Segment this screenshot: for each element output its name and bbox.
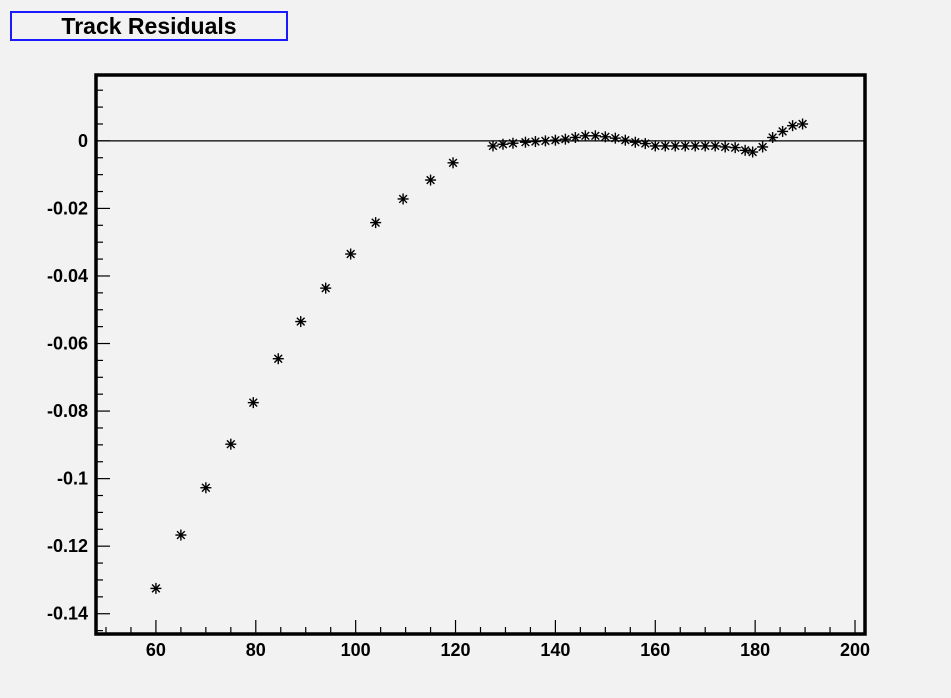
data-point — [345, 248, 357, 260]
data-point — [787, 120, 799, 132]
data-point — [295, 316, 307, 328]
data-point — [549, 134, 561, 146]
data-point — [272, 353, 284, 365]
data-point — [579, 130, 591, 142]
data-point — [569, 131, 581, 143]
data-point — [747, 146, 759, 158]
data-point — [767, 131, 779, 143]
x-tick-label: 160 — [640, 640, 670, 660]
data-point — [719, 141, 731, 153]
data-point — [639, 138, 651, 150]
data-point — [320, 282, 332, 294]
data-point — [150, 582, 162, 594]
data-point — [777, 125, 789, 137]
y-tick-label: -0.12 — [47, 536, 88, 556]
data-point — [397, 193, 409, 205]
y-tick-label: -0.08 — [47, 401, 88, 421]
data-point — [629, 136, 641, 148]
data-point — [669, 140, 681, 152]
data-point — [739, 144, 751, 156]
data-point — [709, 140, 721, 152]
data-point — [699, 140, 711, 152]
chart-title: Track Residuals — [61, 12, 237, 39]
data-point — [487, 140, 499, 152]
data-point — [507, 137, 519, 149]
data-point — [447, 157, 459, 169]
data-point — [370, 217, 382, 229]
data-point — [425, 174, 437, 186]
y-tick-label: -0.02 — [47, 198, 88, 218]
x-tick-label: 180 — [740, 640, 770, 660]
data-point — [729, 142, 741, 154]
data-point — [497, 138, 509, 150]
data-point — [757, 141, 769, 153]
y-tick-label: 0 — [78, 131, 88, 151]
data-point — [689, 140, 701, 152]
x-tick-label: 140 — [540, 640, 570, 660]
data-point — [659, 140, 671, 152]
y-tick-label: -0.1 — [57, 469, 88, 489]
x-tick-label: 120 — [441, 640, 471, 660]
data-point — [619, 134, 631, 146]
data-point — [247, 397, 259, 409]
data-point — [200, 482, 212, 494]
data-point — [539, 135, 551, 147]
x-tick-label: 60 — [146, 640, 166, 660]
data-point — [519, 136, 531, 148]
chart-title-box: Track Residuals — [10, 11, 288, 41]
data-point — [609, 132, 621, 144]
x-tick-label: 200 — [840, 640, 870, 660]
x-tick-label: 80 — [246, 640, 266, 660]
data-point — [679, 140, 691, 152]
data-point — [225, 438, 237, 450]
plot-frame — [94, 73, 867, 636]
y-tick-label: -0.06 — [47, 334, 88, 354]
data-point — [599, 131, 611, 143]
y-tick-label: -0.14 — [47, 604, 88, 624]
data-point — [649, 140, 661, 152]
data-point — [529, 136, 541, 148]
data-point — [175, 529, 187, 541]
x-tick-label: 100 — [341, 640, 371, 660]
data-point — [589, 130, 601, 142]
data-point — [559, 133, 571, 145]
y-tick-label: -0.04 — [47, 266, 88, 286]
data-point — [797, 118, 809, 130]
